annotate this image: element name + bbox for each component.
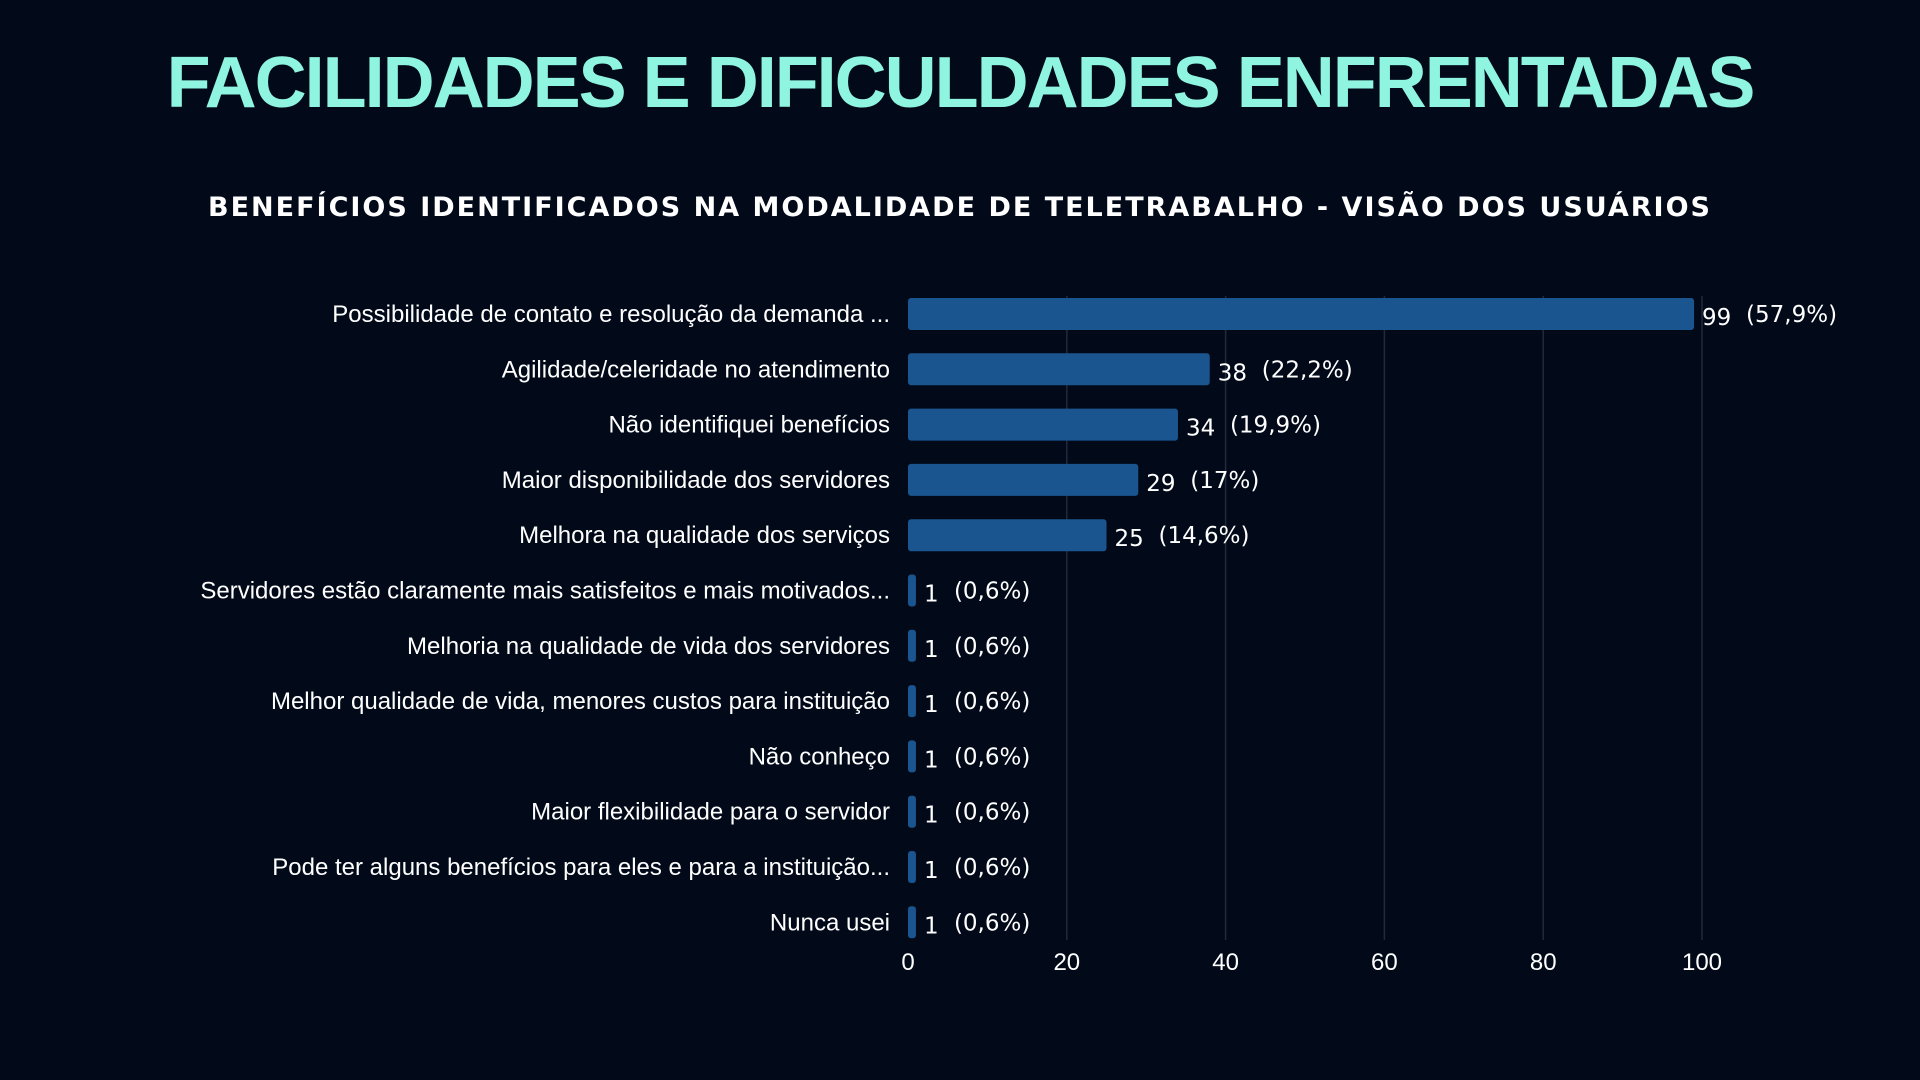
value-label: 1 [924,747,939,773]
x-tick-label: 80 [1530,949,1557,976]
percent-label: (0,6%) [954,634,1030,660]
bars [908,298,1695,939]
percent-label: (17%) [1190,468,1259,494]
value-label: 1 [924,692,939,718]
bar [908,906,916,939]
percent-label: (19,9%) [1230,413,1321,439]
bar [908,519,1107,552]
category-label: Maior flexibilidade para o servidor [531,799,890,826]
category-label: Nunca usei [770,909,890,936]
bar [908,353,1210,386]
grid-lines [1066,296,1703,940]
page-title: FACILIDADES E DIFICULDADES ENFRENTADAS [166,43,1756,123]
percent-label: (0,6%) [954,800,1030,826]
percent-label: (57,9%) [1746,302,1837,328]
x-tick-label: 60 [1371,949,1398,976]
value-label: 29 [1146,471,1175,497]
bar [908,298,1695,330]
value-label: 1 [924,637,939,663]
bar [908,685,916,718]
x-tick-label: 40 [1212,949,1239,976]
category-labels: Possibilidade de contato e resolução da … [200,301,890,936]
value-label: 99 [1702,305,1731,331]
value-label: 25 [1115,526,1144,552]
bar [908,408,1178,441]
category-label: Não conheço [749,743,890,770]
percent-label: (14,6%) [1159,523,1250,549]
percent-label: (0,6%) [954,910,1030,936]
bar [908,795,916,828]
value-label: 34 [1186,416,1215,442]
value-label: 1 [924,582,939,608]
category-label: Possibilidade de contato e resolução da … [332,301,890,328]
percent-label: (0,6%) [954,689,1030,715]
category-label: Pode ter alguns benefícios para eles e p… [272,854,890,881]
value-label: 1 [924,913,939,939]
bar [908,851,916,883]
x-tick-label: 20 [1053,949,1080,976]
bar [908,463,1139,496]
category-label: Maior disponibilidade dos servidores [502,467,890,494]
percent-label: (0,6%) [954,744,1030,770]
value-label: 1 [924,858,939,884]
category-label: Melhor qualidade de vida, menores custos… [271,688,890,715]
x-tick-label: 0 [901,949,914,976]
percent-label: (0,6%) [954,579,1030,605]
category-label: Não identifiquei benefícios [608,412,890,439]
value-labels: 99 (57,9%) 38 (22,2%) 34 (19,9%) 29 (17%) 25 (14,… [924,302,1837,939]
chart-title: BENEFÍCIOS IDENTIFICADOS NA MODALIDADE D… [208,192,1712,223]
category-label: Servidores estão claramente mais satisfe… [200,578,890,605]
percent-label: (0,6%) [954,855,1030,881]
bar [908,740,916,773]
x-tick-label: 100 [1682,949,1722,976]
category-label: Melhora na qualidade dos serviços [519,522,890,549]
value-label: 1 [924,803,939,829]
bar [908,629,916,662]
value-label: 38 [1218,360,1247,386]
x-axis-ticks: 0 20 40 60 80 100 [901,949,1722,976]
percent-label: (22,2%) [1262,357,1353,383]
bar [908,574,916,607]
category-label: Melhoria na qualidade de vida dos servid… [407,633,890,660]
category-label: Agilidade/celeridade no atendimento [502,356,890,383]
